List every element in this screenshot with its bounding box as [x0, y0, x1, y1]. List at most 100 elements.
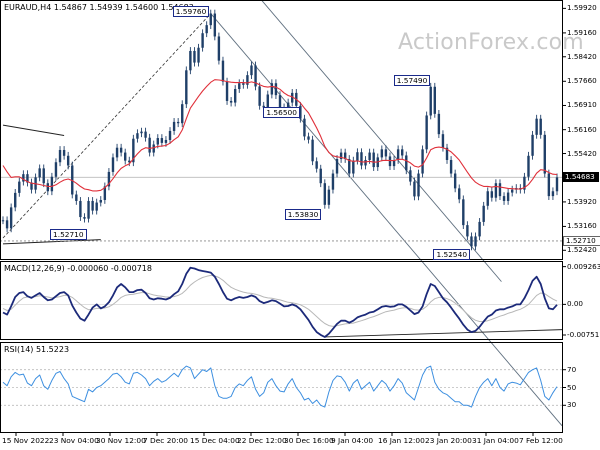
candle-body	[486, 191, 489, 206]
lower-channel-line	[260, 0, 502, 282]
candle-body	[246, 75, 249, 85]
candle-body	[193, 50, 196, 63]
candle-body	[482, 205, 485, 222]
candle-body	[9, 207, 13, 229]
candle-body	[421, 149, 424, 174]
candle-body	[348, 159, 351, 174]
candle-body	[319, 168, 322, 184]
candle-body	[185, 70, 188, 105]
panel-frame	[0, 0, 563, 260]
candle-body	[152, 144, 155, 153]
x-tick-label: 15 Nov 2022	[2, 436, 50, 445]
candle-body	[58, 149, 62, 163]
candle-body	[103, 186, 107, 200]
price-tick-label: 1.57660	[567, 76, 597, 86]
candle-body	[441, 134, 445, 148]
candle-body	[307, 136, 310, 140]
candle-body	[425, 115, 428, 150]
candle-body	[66, 155, 70, 166]
candle-body	[46, 183, 50, 192]
candle-body	[197, 47, 200, 63]
price-tick-label: 1.58420	[567, 51, 597, 61]
candle-body	[42, 168, 45, 184]
candle-body	[449, 159, 453, 174]
price-tick-label: 1.52420	[567, 245, 597, 255]
candle-body	[323, 183, 327, 205]
support-price-flag: 1.52710	[563, 235, 600, 246]
candle-body	[388, 156, 392, 167]
price-panel-title: EURAUD,H4 1.54867 1.54939 1.54600 1.5468…	[4, 3, 194, 12]
candle-body	[299, 105, 302, 119]
rsi-panel-title: RSI(14) 51.5223	[4, 345, 70, 354]
candle-body	[445, 147, 449, 160]
candle-body	[107, 171, 111, 187]
candle-body	[527, 155, 530, 177]
candle-body	[331, 173, 335, 190]
candle-body	[119, 147, 123, 153]
macd-signal-line	[2, 274, 558, 327]
candle-body	[62, 149, 66, 156]
candle-body	[555, 177, 559, 192]
candle-body	[466, 225, 469, 237]
price-tick-label: 1.59160	[567, 27, 597, 37]
candle-body	[401, 149, 404, 156]
candle-body	[523, 176, 526, 190]
candle-body	[71, 165, 74, 195]
candle-body	[453, 173, 457, 189]
candle-body	[83, 217, 86, 219]
candle-body	[543, 134, 546, 174]
price-annotation: 1.53830	[284, 208, 322, 220]
candle-body	[291, 92, 294, 103]
current-price-flag: 1.54683	[563, 172, 599, 183]
candle-body	[396, 149, 400, 160]
macd-panel	[0, 266, 566, 338]
candle-body	[217, 36, 221, 61]
candle-body	[303, 118, 306, 137]
x-tick-label: 31 Jan 04:00	[472, 436, 519, 445]
rsi-line	[2, 365, 558, 408]
candle-body	[160, 138, 164, 143]
candle-body	[327, 189, 331, 205]
candle-body	[462, 199, 465, 226]
x-tick-label: 16 Jan 12:00	[378, 436, 425, 445]
price-tick-label: 1.53920	[567, 196, 597, 206]
price-tick-label: 1.53160	[567, 221, 597, 231]
candle-body	[250, 65, 253, 76]
price-tick-label: 1.55420	[567, 148, 597, 158]
price-annotation: 1.52540	[433, 249, 471, 261]
candle-body	[278, 95, 282, 108]
triangle-upper-line	[2, 124, 65, 136]
price-annotation: 1.56500	[263, 106, 300, 118]
candle-body	[490, 191, 494, 198]
candle-body	[148, 137, 151, 153]
candle-body	[478, 221, 481, 237]
candle-body	[111, 157, 115, 172]
candle-body	[470, 236, 473, 247]
candle-body	[274, 83, 278, 96]
candle-body	[87, 200, 90, 219]
candle-body	[311, 139, 314, 162]
candle-body	[510, 189, 514, 193]
macd-trend-line	[324, 329, 563, 338]
upper-channel-line	[210, 13, 563, 426]
candle-body	[144, 131, 147, 138]
candle-body	[128, 160, 131, 163]
candle-body	[506, 192, 510, 201]
candle-body	[140, 131, 143, 134]
macd-tick-label: 0.009263	[567, 261, 600, 271]
candle-body	[352, 160, 355, 174]
price-panel	[0, 0, 566, 426]
x-tick-label: 23 Jan 20:00	[425, 436, 472, 445]
candle-body	[405, 155, 408, 171]
candle-body	[433, 86, 436, 114]
price-tick-label: 1.56910	[567, 100, 597, 110]
price-tick-label: 1.56160	[567, 124, 597, 134]
x-tick-label: 7 Dec 20:00	[143, 436, 189, 445]
candle-body	[115, 147, 119, 158]
rising-trend-line	[2, 13, 212, 239]
candle-body	[531, 134, 534, 156]
x-tick-label: 30 Nov 12:00	[96, 436, 146, 445]
candle-body	[368, 152, 371, 160]
panel-frame	[0, 261, 563, 340]
candle-body	[429, 86, 432, 116]
